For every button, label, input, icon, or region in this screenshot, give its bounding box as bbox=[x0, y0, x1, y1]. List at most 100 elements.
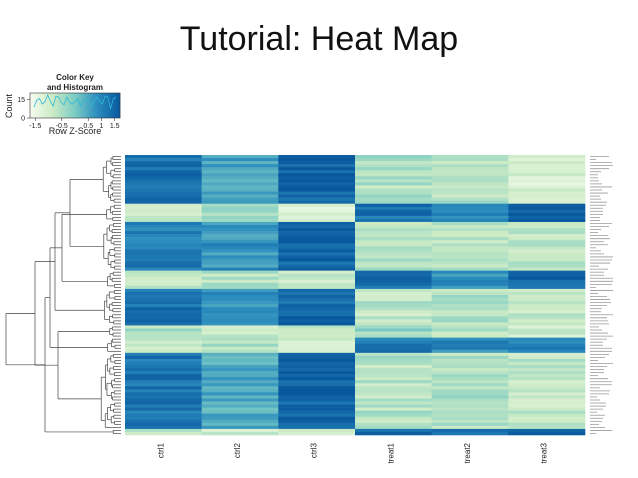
heatmap-cell bbox=[431, 237, 509, 241]
heatmap-cell bbox=[125, 291, 202, 296]
heatmap-cell bbox=[508, 371, 586, 375]
color-key-segment bbox=[97, 93, 101, 118]
heatmap-cell bbox=[201, 258, 279, 262]
heatmap-cell bbox=[278, 377, 356, 381]
heatmap-cell bbox=[201, 343, 279, 348]
color-key-ytick-label: 0 bbox=[21, 116, 25, 123]
heatmap-cell bbox=[431, 380, 509, 384]
heatmap-cell bbox=[201, 249, 279, 253]
heatmap-cell bbox=[355, 346, 432, 351]
heatmap-cell bbox=[125, 270, 202, 274]
heatmap-cell bbox=[278, 279, 356, 284]
heatmap-cell bbox=[431, 258, 509, 262]
heatmap-cell bbox=[508, 173, 586, 177]
heatmap-cell bbox=[355, 307, 432, 311]
heatmap-cell bbox=[355, 200, 432, 204]
heatmap-cell bbox=[278, 410, 356, 414]
heatmap-cell bbox=[201, 304, 279, 308]
color-key-segment bbox=[52, 93, 56, 118]
heatmap-cell bbox=[508, 273, 586, 278]
heatmap-cell bbox=[125, 374, 202, 378]
heatmap-cell bbox=[201, 431, 279, 436]
heatmap-cell bbox=[278, 422, 356, 427]
heatmap-cell bbox=[508, 218, 586, 223]
heatmap-cell bbox=[355, 380, 432, 384]
heatmap-cell bbox=[201, 218, 279, 223]
heatmap-cell bbox=[125, 218, 202, 223]
heatmap-cell bbox=[355, 225, 432, 229]
heatmap-cell bbox=[201, 298, 279, 302]
heatmap-cell bbox=[125, 234, 202, 238]
heatmap-cell bbox=[508, 377, 586, 381]
heatmap-cell bbox=[431, 413, 509, 418]
color-key-segment bbox=[99, 93, 103, 118]
heatmap-cell bbox=[278, 304, 356, 308]
heatmap-cell bbox=[201, 228, 279, 232]
heatmap-cell bbox=[125, 161, 202, 165]
heatmap-cell bbox=[125, 282, 202, 287]
color-key-segment bbox=[81, 93, 85, 118]
heatmap-cell bbox=[431, 395, 509, 399]
heatmap-cell bbox=[201, 231, 279, 235]
heatmap-cell bbox=[508, 264, 586, 268]
heatmap-cell bbox=[201, 255, 279, 259]
color-key-tick-label: -1.5 bbox=[29, 123, 41, 130]
heatmap-cell bbox=[508, 368, 586, 372]
heatmap-cell bbox=[278, 298, 356, 302]
heatmap-cell bbox=[431, 334, 509, 338]
heatmap-cell bbox=[508, 185, 586, 189]
heatmap-cell bbox=[508, 197, 586, 201]
heatmap-cell bbox=[201, 194, 279, 198]
heatmap-cell bbox=[355, 279, 432, 284]
heatmap-cell bbox=[355, 212, 432, 217]
heatmap-cell bbox=[278, 365, 356, 369]
heatmap-cell bbox=[508, 200, 586, 204]
heatmap-cell bbox=[431, 355, 509, 360]
heatmap-cell bbox=[278, 215, 356, 220]
heatmap-cell bbox=[201, 170, 279, 174]
heatmap-cell bbox=[431, 410, 509, 414]
heatmap-cell bbox=[508, 234, 586, 238]
heatmap-cell bbox=[278, 225, 356, 229]
heatmap-cell bbox=[201, 374, 279, 378]
heatmap-cell bbox=[355, 422, 432, 427]
heatmap-cell bbox=[355, 301, 432, 305]
heatmap-cell bbox=[355, 319, 432, 323]
heatmap-cell bbox=[278, 158, 356, 162]
color-key-segment bbox=[61, 93, 65, 118]
heatmap-cell bbox=[201, 155, 279, 159]
heatmap-cell bbox=[355, 365, 432, 369]
heatmap-cell bbox=[278, 218, 356, 223]
heatmap-cell bbox=[431, 267, 509, 271]
heatmap-cell bbox=[508, 158, 586, 162]
heatmap-cell bbox=[278, 374, 356, 378]
heatmap-cell bbox=[201, 301, 279, 305]
heatmap-cell bbox=[431, 404, 509, 408]
heatmap-cell bbox=[355, 431, 432, 436]
heatmap-cell bbox=[508, 155, 586, 159]
heatmap-cell bbox=[431, 261, 509, 265]
heatmap-cell bbox=[355, 221, 432, 226]
heatmap-cell bbox=[431, 282, 509, 287]
heatmap-cell bbox=[508, 255, 586, 259]
heatmap-cell bbox=[355, 325, 432, 329]
heatmap-cell bbox=[508, 352, 586, 357]
heatmap-cell bbox=[431, 310, 509, 314]
heatmap-cell bbox=[431, 249, 509, 253]
heatmap-cell bbox=[278, 200, 356, 204]
heatmap-cell bbox=[125, 273, 202, 278]
heatmap-cell bbox=[431, 340, 509, 344]
heatmap-cell bbox=[431, 301, 509, 305]
heatmap-cell bbox=[125, 167, 202, 171]
heatmap-cell bbox=[201, 310, 279, 314]
heatmap-cell bbox=[125, 319, 202, 323]
heatmap-cell bbox=[278, 288, 356, 293]
heatmap-cell bbox=[278, 221, 356, 226]
heatmap-cell bbox=[355, 340, 432, 344]
heatmap-cell bbox=[355, 368, 432, 372]
color-key-segment bbox=[59, 93, 62, 118]
heatmap-cell bbox=[278, 191, 356, 195]
heatmap-cell bbox=[508, 225, 586, 229]
heatmap-cell bbox=[278, 322, 356, 326]
